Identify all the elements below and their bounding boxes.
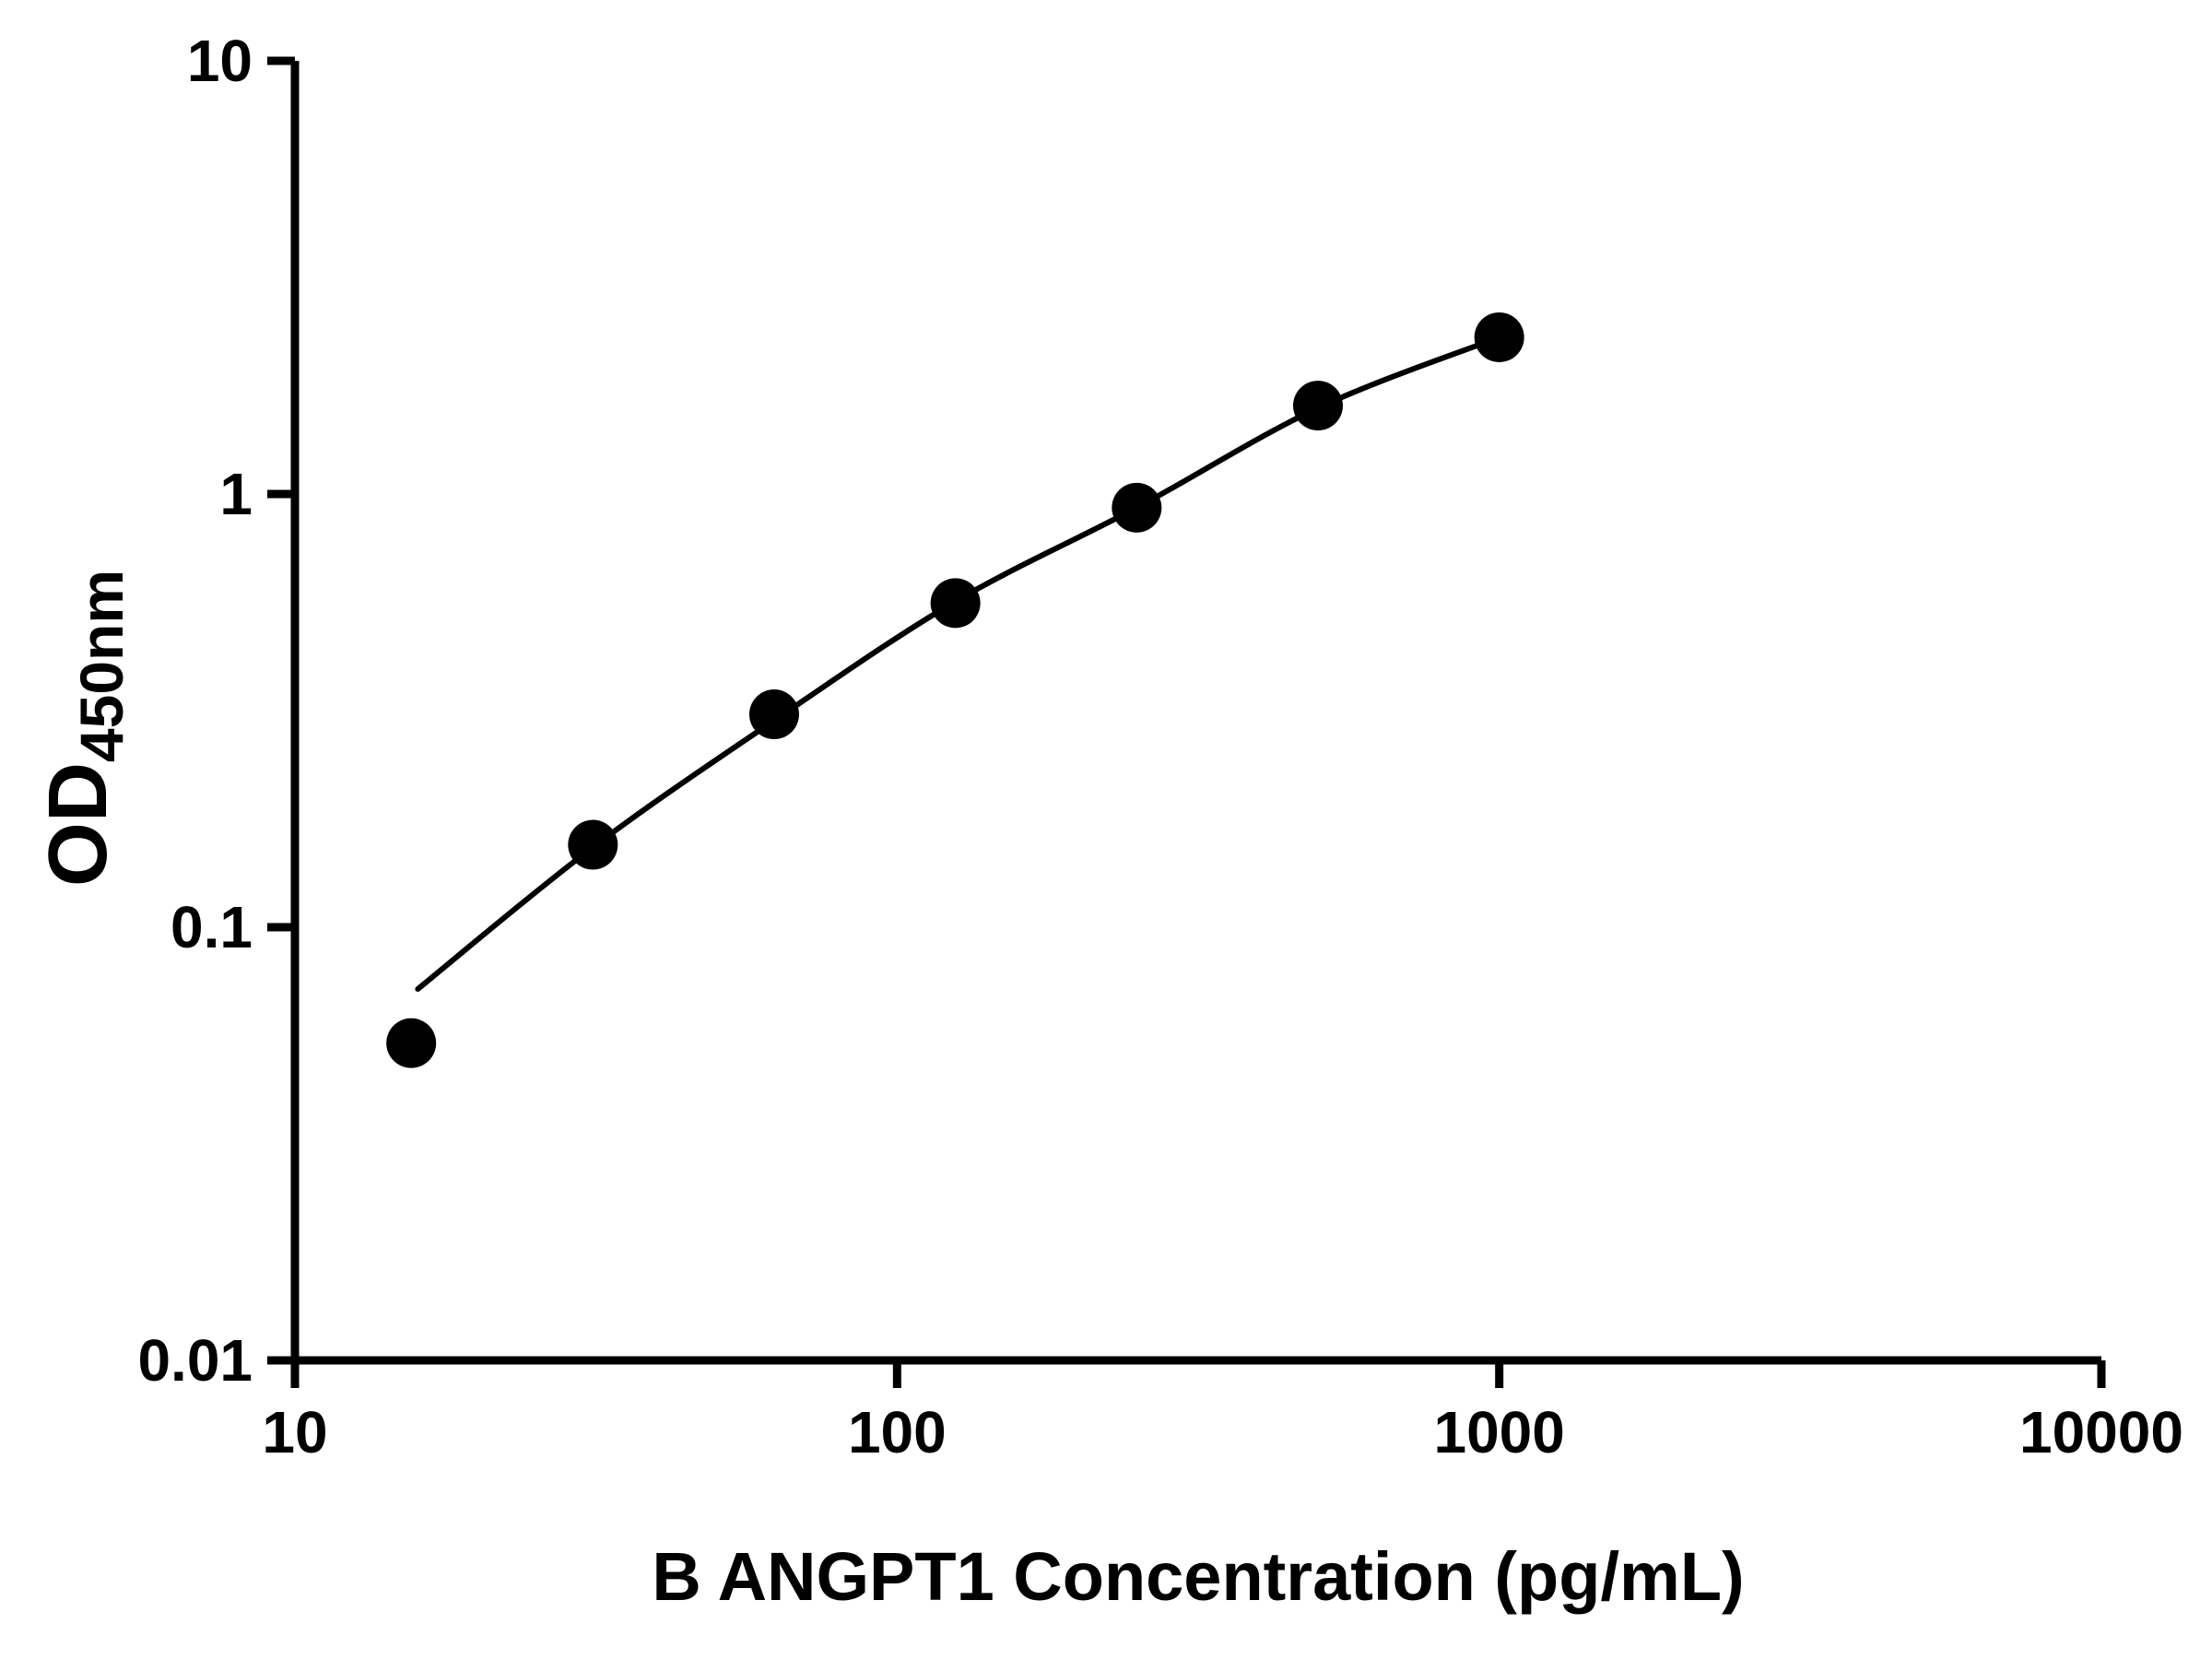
y-axis-tick-label: 1 xyxy=(219,461,253,527)
x-axis-tick-label: 10000 xyxy=(2019,1399,2183,1465)
data-point-marker xyxy=(1112,482,1162,533)
x-axis-title: B ANGPT1 Concentration (pg/mL) xyxy=(652,1538,1745,1615)
x-axis-tick-label: 100 xyxy=(848,1399,947,1465)
data-point-marker xyxy=(1474,312,1524,362)
data-point-marker xyxy=(748,689,799,740)
x-axis-tick-label: 10 xyxy=(262,1399,327,1465)
data-point-marker xyxy=(1292,381,1343,431)
axis-line xyxy=(290,61,2101,1365)
y-axis-tick-label: 0.01 xyxy=(137,1327,253,1394)
x-axis-tick-label: 1000 xyxy=(1433,1399,1564,1465)
fit-curve-line xyxy=(415,334,1502,993)
y-axis-tick-label: 10 xyxy=(187,28,253,94)
y-axis-title: OD450nm xyxy=(32,569,135,888)
y-axis-tick-label: 0.1 xyxy=(171,894,253,960)
y-axis-title-main: OD xyxy=(32,762,124,888)
data-point-marker xyxy=(568,819,618,870)
data-point-marker xyxy=(930,578,981,629)
data-point-marker xyxy=(386,1018,437,1068)
y-axis-title-sub: 450nm xyxy=(67,569,135,763)
